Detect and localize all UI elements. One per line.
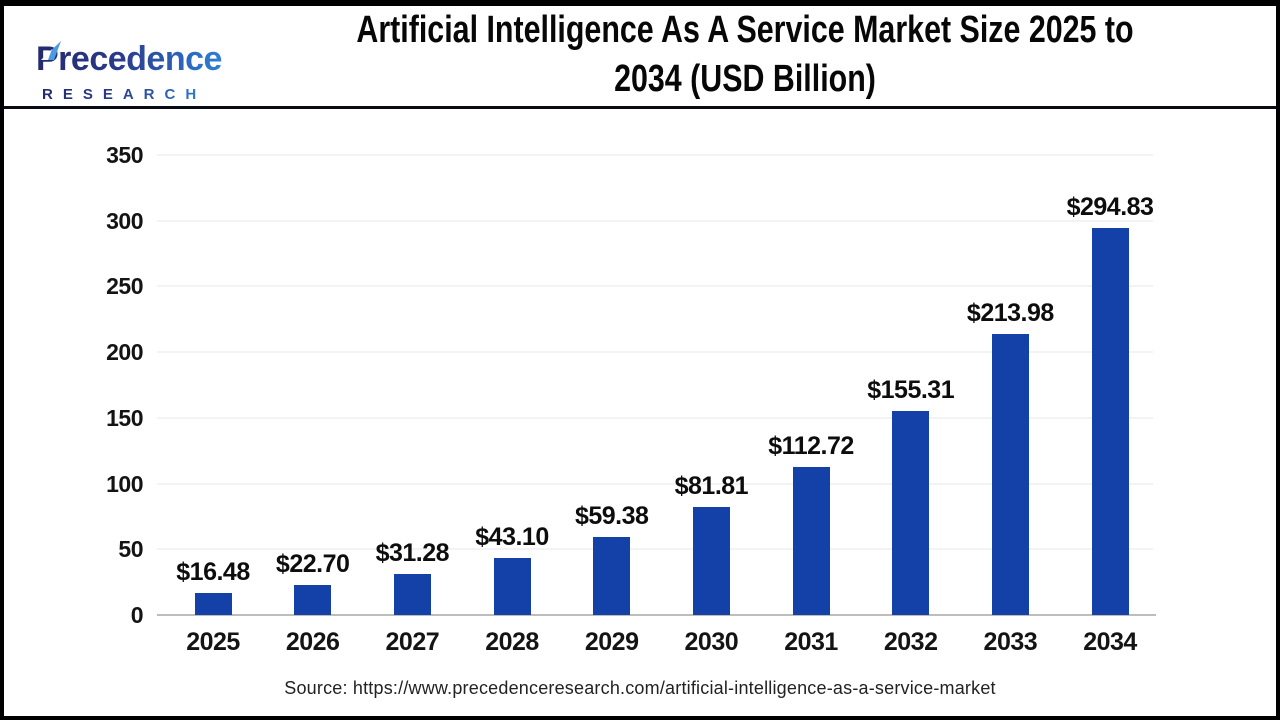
gridline — [157, 482, 1153, 485]
chart-title: Artificial Intelligence As A Service Mar… — [230, 6, 1260, 104]
bar — [593, 536, 631, 615]
bar — [294, 585, 332, 615]
bar-value-label: $81.81 — [674, 472, 749, 501]
gridline — [157, 219, 1153, 222]
x-tick-label: 2033 — [983, 628, 1038, 656]
bar-value-label: $16.48 — [176, 558, 250, 587]
source-attribution: Source: https://www.precedenceresearch.c… — [284, 678, 996, 698]
x-axis-line — [157, 614, 1156, 616]
bar — [493, 558, 531, 615]
x-tick-label: 2029 — [584, 628, 639, 656]
bar — [991, 333, 1029, 615]
bar-value-label: $112.72 — [768, 431, 854, 460]
y-tick-label: 0 — [130, 602, 144, 628]
x-tick-label: 2025 — [186, 628, 240, 656]
bar — [892, 410, 930, 615]
leaf-icon — [41, 41, 61, 60]
bar-value-label: $155.31 — [867, 375, 955, 404]
y-tick-label: 150 — [106, 404, 143, 431]
gridline — [157, 154, 1153, 156]
bar-value-label: $213.98 — [966, 298, 1054, 327]
logo-subtitle: RESEARCH — [42, 86, 207, 103]
x-tick-label: 2028 — [485, 628, 539, 656]
y-tick-label: 300 — [106, 207, 143, 234]
x-tick-label: 2032 — [883, 628, 938, 656]
bar — [194, 593, 232, 615]
precedence-research-logo: Precedence RESEARCH — [16, 16, 246, 104]
bar — [692, 507, 730, 615]
bar-value-label: $43.10 — [475, 523, 549, 552]
gridline — [157, 416, 1153, 419]
y-tick-label: 350 — [106, 142, 143, 168]
chart-title-line2: 2034 (USD Billion) — [614, 58, 876, 100]
bar-value-label: $22.70 — [275, 550, 350, 579]
x-tick-label: 2031 — [784, 628, 838, 656]
y-tick-label: 100 — [106, 470, 143, 497]
y-tick-label: 50 — [118, 536, 143, 563]
logo-wordmark: Precedence — [36, 40, 222, 78]
gridline — [157, 351, 1153, 354]
bar — [1091, 227, 1129, 615]
x-tick-label: 2034 — [1083, 628, 1137, 656]
header-divider — [0, 106, 1280, 109]
x-tick-label: 2030 — [684, 628, 739, 656]
y-tick-label: 250 — [106, 273, 143, 300]
bar-value-label: $31.28 — [375, 538, 450, 567]
y-tick-label: 200 — [106, 339, 143, 366]
bar — [792, 466, 830, 615]
bar — [393, 573, 431, 615]
gridline — [157, 285, 1153, 288]
bar-value-label: $59.38 — [574, 501, 649, 530]
gridline — [157, 548, 1153, 551]
x-tick-label: 2026 — [285, 628, 340, 656]
x-tick-label: 2027 — [385, 628, 440, 656]
bar-value-label: $294.83 — [1066, 192, 1154, 221]
chart-title-line1: Artificial Intelligence As A Service Mar… — [356, 9, 1134, 51]
